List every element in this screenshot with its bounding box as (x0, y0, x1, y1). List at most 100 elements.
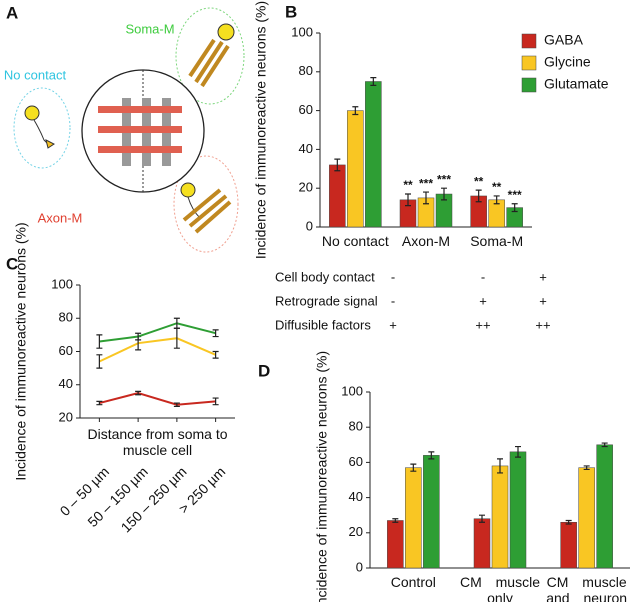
line (99, 322, 216, 343)
y-tick-label: 60 (59, 343, 73, 358)
table-cell: - (481, 269, 485, 284)
significance: *** (419, 176, 433, 190)
error-bar (334, 158, 341, 172)
error-bar (392, 518, 399, 523)
panel-label: B (285, 2, 297, 21)
y-tick-label: 40 (299, 141, 313, 156)
error-bar (405, 193, 411, 207)
y-tick-label: 20 (299, 180, 313, 195)
error-bar (423, 191, 429, 205)
muscle (98, 106, 182, 113)
table-cell: - (391, 293, 395, 308)
x-tick-label: Control (390, 574, 436, 590)
bar (347, 110, 364, 228)
y-tick-label: 100 (341, 383, 363, 398)
x-tick-label: CM muscle only (459, 574, 540, 602)
x-tick-label: No contact (321, 233, 389, 249)
error-bar (475, 189, 482, 203)
table-cell: + (539, 269, 547, 284)
row-label: Retrograde signal (275, 293, 378, 308)
error-bar (565, 519, 572, 525)
line (99, 392, 216, 406)
error-bar (441, 187, 447, 201)
neuron (217, 23, 235, 41)
legend-swatch (521, 55, 537, 71)
error-bar (173, 402, 180, 407)
error-bar (410, 463, 417, 472)
bar (578, 467, 595, 569)
bar (387, 520, 404, 569)
y-tick-label: 100 (291, 24, 313, 39)
panel-label: A (6, 3, 18, 22)
muscle-cell (188, 38, 230, 88)
bar (491, 465, 509, 569)
bar (596, 444, 613, 569)
growth-cone (45, 139, 55, 149)
y-tick-label: 0 (356, 559, 363, 574)
y-axis-label: Incidence of immunoreactive neurons (%) (253, 1, 269, 259)
error-bar (515, 445, 521, 458)
significance: ** (492, 180, 502, 194)
error-bar (583, 465, 590, 471)
ellipse (175, 7, 245, 105)
axon (33, 119, 49, 145)
muscle (98, 126, 182, 133)
error-bar (601, 442, 608, 448)
ellipse (13, 87, 71, 169)
table-cell: ++ (535, 317, 550, 332)
legend-label: Glycine (544, 54, 591, 70)
legend-label: Glutamate (544, 76, 609, 92)
x-axis-label: Distance from soma to muscle cell (87, 426, 228, 458)
y-tick-label: 100 (51, 276, 73, 291)
error-bar (212, 350, 219, 359)
y-tick-label: 20 (59, 409, 73, 424)
error-bar (173, 317, 180, 329)
error-bar (96, 334, 103, 349)
y-tick-label: 80 (59, 310, 73, 325)
x-tick-label: CM muscle and neuron (546, 574, 628, 602)
panel-label: C (6, 254, 18, 273)
y-tick-label: 40 (349, 489, 363, 504)
error-bar (135, 332, 142, 341)
x-tick-label: Soma-M (470, 233, 524, 249)
error-bar (212, 397, 219, 406)
y-tick-label: 40 (59, 376, 73, 391)
y-axis-label: Incidence of immunoreactive neurons (%) (314, 351, 330, 602)
error-bar (96, 354, 103, 369)
x-tick-label: Axon-M (401, 233, 451, 249)
error-bar (428, 451, 435, 460)
legend-swatch (521, 33, 537, 49)
diagram-label: Axon-M (38, 210, 83, 225)
bar (329, 164, 346, 228)
legend-swatch (521, 77, 537, 93)
diagram-label: No contact (4, 67, 67, 82)
table-cell: + (479, 293, 487, 308)
error-bar (479, 514, 485, 523)
y-tick-label: 60 (299, 102, 313, 117)
y-tick-label: 60 (349, 454, 363, 469)
table-cell: - (391, 269, 395, 284)
y-axis-label: Incidence of immunoreactive neurons (%) (13, 222, 29, 480)
row-label: Diffusible factors (275, 317, 371, 332)
bar (560, 521, 577, 569)
significance: ** (403, 178, 413, 192)
error-bar (212, 329, 219, 338)
legend-label: GABA (544, 32, 584, 48)
error-bar (511, 203, 518, 213)
table-cell: + (539, 293, 547, 308)
table-cell: + (389, 317, 397, 332)
bar (509, 451, 527, 569)
y-tick-label: 80 (299, 63, 313, 78)
significance: *** (508, 188, 522, 202)
error-bar (135, 390, 142, 396)
y-tick-label: 0 (306, 218, 313, 233)
neuron (24, 105, 40, 121)
muscle (98, 146, 182, 153)
error-bar (370, 77, 377, 86)
panel-label: D (258, 361, 270, 380)
error-bar (493, 195, 500, 205)
row-label: Cell body contact (275, 269, 375, 284)
diagram-label: Soma-M (125, 21, 174, 36)
significance: *** (437, 172, 451, 186)
